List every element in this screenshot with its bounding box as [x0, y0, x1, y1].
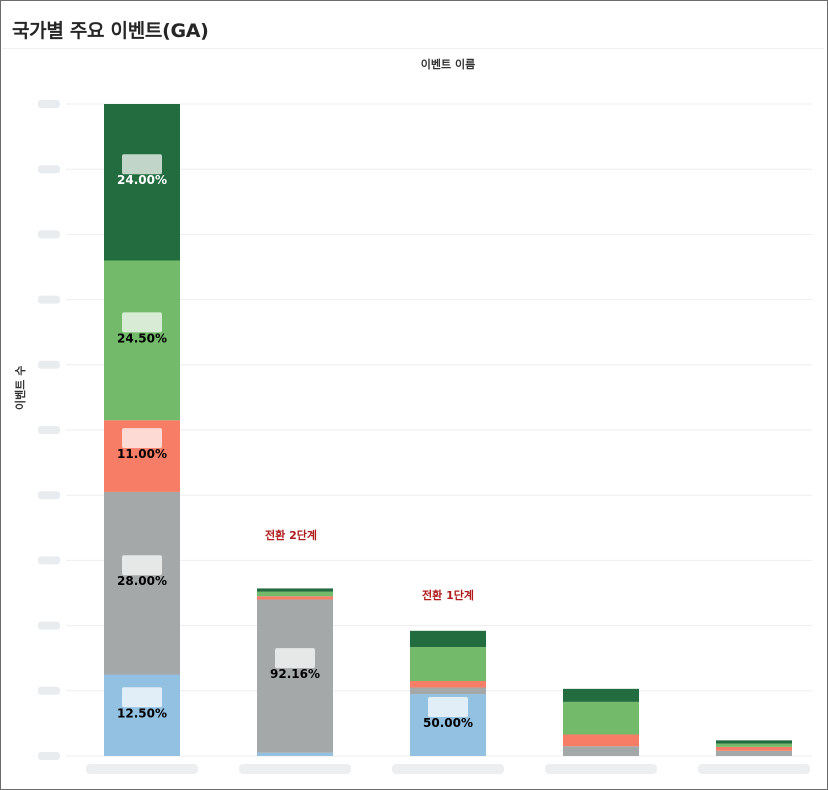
data-label: 50.00%: [423, 716, 473, 730]
bar-segment: [104, 260, 180, 421]
x-tick-placeholder: [545, 764, 657, 774]
bar-segment: [410, 630, 486, 648]
data-label: 24.50%: [117, 331, 167, 345]
y-tick-placeholder: [38, 621, 60, 630]
bar-segment: [410, 647, 486, 682]
bar-segment: [257, 591, 333, 597]
bar-segment: [257, 588, 333, 592]
bar-segment: [563, 701, 639, 735]
y-tick-placeholder: [38, 230, 60, 239]
bar-segment: [104, 491, 180, 675]
data-label: 11.00%: [117, 447, 167, 461]
bar-segment: [716, 746, 792, 751]
bar-segment: [410, 681, 486, 688]
data-value-placeholder: [122, 555, 162, 576]
x-tick-placeholder: [239, 764, 351, 774]
header-divider: [2, 48, 824, 49]
annotation-stage-2: 전환 2단계: [265, 529, 317, 542]
data-value-placeholder: [122, 428, 162, 449]
bar-segment: [563, 688, 639, 702]
y-tick-placeholder: [38, 556, 60, 565]
data-label: 24.00%: [117, 173, 167, 187]
data-value-placeholder: [428, 697, 468, 718]
y-tick-placeholder: [38, 752, 60, 760]
bar-segment: [716, 750, 792, 756]
data-value-placeholder: [122, 687, 162, 708]
bar-segment: [104, 104, 180, 261]
y-tick-placeholder: [38, 686, 60, 695]
y-tick-placeholder: [38, 100, 60, 108]
data-label: 92.16%: [270, 667, 320, 681]
y-tick-placeholder: [38, 426, 60, 434]
data-value-placeholder: [275, 648, 315, 669]
x-tick-placeholder: [392, 764, 504, 774]
annotation-stage-1: 전환 1단계: [422, 589, 474, 602]
y-tick-placeholder: [38, 360, 60, 369]
bar-segment: [410, 687, 486, 695]
bar-segment: [716, 743, 792, 747]
x-tick-placeholder: [698, 764, 810, 774]
data-label: 12.50%: [117, 706, 167, 720]
bar-segment: [563, 746, 639, 756]
bar-segment: [257, 596, 333, 600]
y-tick-placeholder: [38, 165, 60, 174]
bar-segment: [716, 740, 792, 744]
x-tick-placeholder: [86, 764, 198, 774]
legend-title: 이벤트 이름: [420, 58, 476, 71]
y-tick-placeholder: [38, 491, 60, 500]
data-value-placeholder: [122, 312, 162, 333]
bar-segment: [257, 752, 333, 756]
data-value-placeholder: [122, 154, 162, 175]
data-label: 28.00%: [117, 574, 167, 588]
chart-title: 국가별 주요 이벤트(GA): [12, 20, 209, 42]
y-tick-placeholder: [38, 295, 60, 304]
bar-segment: [563, 734, 639, 747]
bar-segment: [257, 599, 333, 753]
